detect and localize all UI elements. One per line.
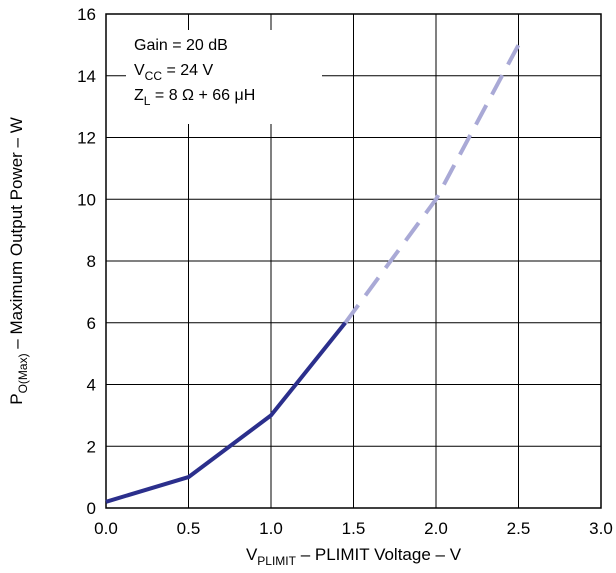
- series-line-solid: [105, 321, 347, 504]
- y-tick-label: 14: [77, 67, 96, 86]
- y-tick-label: 12: [77, 129, 96, 148]
- x-tick-label: 1.5: [342, 519, 366, 538]
- annotation-background: [126, 30, 322, 124]
- y-tick-label: 8: [87, 252, 96, 271]
- x-axis-label: VPLIMIT – PLIMIT Voltage – V: [246, 545, 462, 568]
- x-tick-label: 2.0: [424, 519, 448, 538]
- annotation-box: Gain = 20 dB VCC = 24 V ZL = 8 Ω + 66 μH: [134, 37, 255, 108]
- y-tick-label: 4: [87, 376, 96, 395]
- y-tick-label: 16: [77, 5, 96, 24]
- x-tick-label: 0.0: [94, 519, 118, 538]
- x-tick-label: 3.0: [589, 519, 613, 538]
- x-tick-label: 1.0: [259, 519, 283, 538]
- annotation-vcc: VCC = 24 V: [134, 62, 213, 83]
- x-tick-labels: 0.0 0.5 1.0 1.5 2.0 2.5 3.0: [94, 519, 613, 538]
- y-tick-label: 10: [77, 190, 96, 209]
- x-tick-label: 0.5: [177, 519, 201, 538]
- series-group: [105, 43, 521, 504]
- annotation-zl: ZL = 8 Ω + 66 μH: [134, 87, 255, 108]
- series-line-dashed: [343, 43, 521, 324]
- x-tick-label: 2.5: [507, 519, 531, 538]
- y-tick-label: 6: [87, 314, 96, 333]
- y-tick-label: 0: [87, 499, 96, 518]
- y-tick-label: 2: [87, 437, 96, 456]
- y-tick-labels: 0 2 4 6 8 10 12 14 16: [77, 5, 96, 518]
- annotation-gain: Gain = 20 dB: [134, 37, 228, 54]
- y-axis-label: PO(Max) – Maximum Output Power – W: [7, 117, 30, 405]
- plot-frame: [105, 13, 602, 509]
